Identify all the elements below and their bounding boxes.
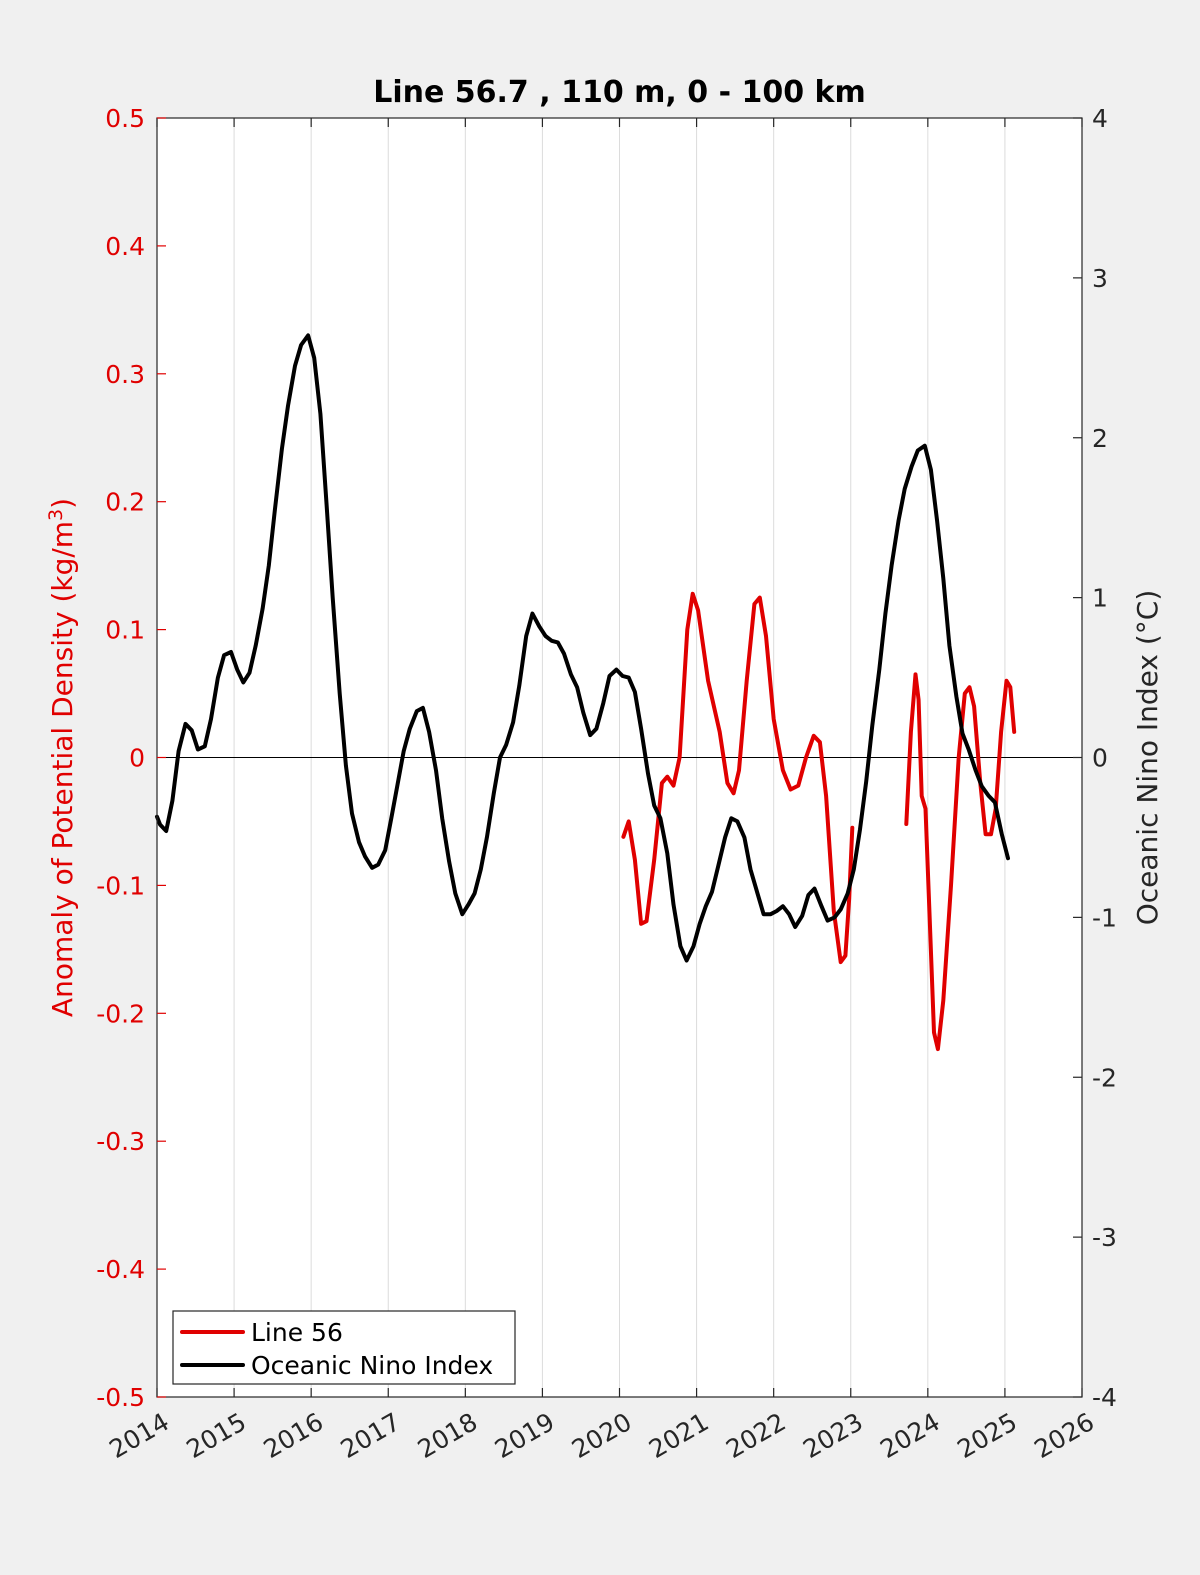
y-left-tick-label: -0.4 [96,1255,145,1284]
y-left-tick-label: 0 [129,744,145,773]
y-left-tick-label: -0.5 [96,1383,145,1412]
x-tick-label: 2016 [259,1407,329,1464]
x-tick-label: 2018 [413,1407,483,1464]
y-left-tick-label: -0.3 [96,1127,145,1156]
legend: Line 56 Oceanic Nino Index [172,1310,516,1385]
y-right-tick-label: -3 [1092,1223,1117,1252]
y-right-tick-label: 4 [1092,104,1108,133]
x-tick-label: 2017 [336,1407,406,1464]
y-right-tick-label: 0 [1092,744,1108,773]
series-line-56-segment-0 [621,591,855,965]
series-oni-line-segment-0 [155,333,1010,963]
x-tick-label: 2015 [181,1407,251,1464]
x-tick-label: 2026 [1029,1407,1099,1464]
legend-label-oni: Oceanic Nino Index [251,1351,493,1380]
x-tick-label: 2022 [721,1407,791,1464]
x-tick-label: 2023 [798,1407,868,1464]
series-layer [155,333,1017,1052]
x-tick-label: 2014 [104,1407,174,1464]
y-left-tick-label: -0.1 [96,871,145,900]
chart-title: Line 56.7 , 110 m, 0 - 100 km [373,75,866,110]
x-tick-label: 2025 [952,1407,1022,1464]
y-right-tick-label: 3 [1092,264,1108,293]
y-left-tick-label: 0.3 [105,360,145,389]
series-line-56-segment-1 [904,672,1017,1052]
x-tick-label: 2019 [490,1407,560,1464]
y-right-tick-label: -4 [1092,1383,1117,1412]
y-axis-label-left: Anomaly of Potential Density (kg/m3) [45,498,79,1017]
x-tick-label: 2020 [567,1407,637,1464]
y-left-tick-label: 0.4 [105,232,145,261]
legend-label-line-56: Line 56 [251,1318,343,1347]
y-axis-label-left-superscript: 3 [45,509,67,521]
y-axis-label-right: Oceanic Nino Index (°C) [1131,590,1164,926]
y-left-tick-label: 0.1 [105,616,145,645]
y-left-tick-label: 0.5 [105,104,145,133]
x-tick-label: 2021 [644,1407,714,1464]
legend-box [172,1310,516,1385]
y-axis-label-left-text: Anomaly of Potential Density (kg/m [46,521,79,1017]
y-axis-label-left-close: ) [46,498,79,509]
y-right-tick-label: 2 [1092,424,1108,453]
y-left-tick-label: -0.2 [96,999,145,1028]
x-tick-label: 2024 [875,1407,945,1464]
y-right-tick-label: -2 [1092,1063,1117,1092]
y-left-tick-label: 0.2 [105,488,145,517]
y-right-tick-label: -1 [1092,903,1117,932]
y-right-tick-label: 1 [1092,584,1108,613]
